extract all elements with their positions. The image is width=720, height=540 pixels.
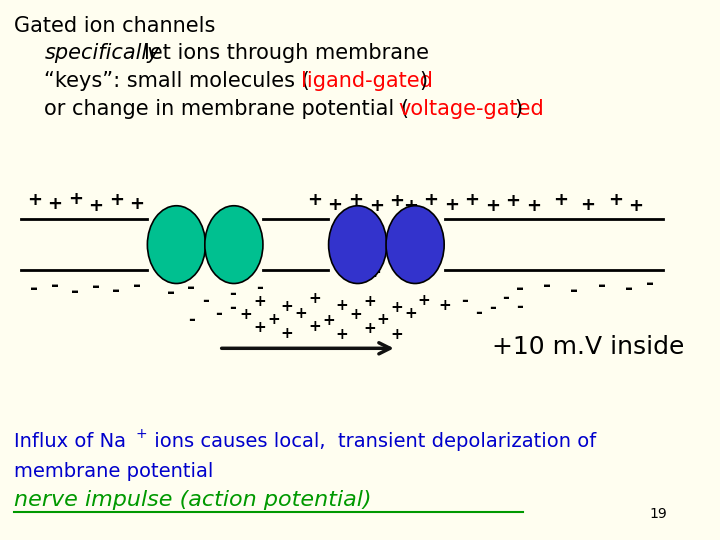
Text: +: + — [363, 321, 376, 336]
Text: -: - — [625, 279, 633, 299]
Text: +: + — [253, 320, 266, 335]
Text: +: + — [629, 197, 644, 215]
Text: ligand-gated: ligand-gated — [301, 71, 433, 91]
Text: -: - — [516, 279, 523, 299]
Text: -: - — [132, 275, 141, 295]
Text: +: + — [390, 327, 403, 342]
Text: -: - — [71, 282, 79, 301]
Text: +: + — [68, 190, 83, 208]
Text: -: - — [215, 305, 222, 323]
Text: -: - — [188, 310, 195, 329]
Text: -: - — [187, 278, 196, 297]
Text: 19: 19 — [649, 507, 667, 521]
Text: -: - — [543, 275, 551, 295]
Text: -: - — [50, 275, 59, 295]
Text: +: + — [89, 197, 103, 215]
Text: +: + — [308, 319, 321, 334]
Text: +: + — [553, 191, 568, 209]
Ellipse shape — [204, 206, 263, 284]
Text: +: + — [336, 298, 348, 313]
Text: +: + — [349, 307, 362, 322]
Text: +: + — [267, 312, 280, 327]
Text: +: + — [377, 312, 390, 327]
Text: -: - — [570, 281, 578, 300]
Ellipse shape — [328, 206, 387, 284]
Text: +: + — [281, 326, 294, 341]
Text: +10 m.V inside: +10 m.V inside — [492, 335, 685, 359]
Text: +: + — [404, 306, 417, 321]
Text: +: + — [438, 298, 451, 313]
Text: membrane potential: membrane potential — [14, 462, 213, 481]
Text: +: + — [485, 197, 500, 215]
Text: +: + — [348, 191, 363, 209]
Text: -: - — [503, 289, 510, 307]
Text: +: + — [389, 192, 404, 210]
Text: +: + — [353, 256, 366, 271]
Text: -: - — [646, 274, 654, 293]
Text: -: - — [229, 285, 236, 303]
Text: “keys”: small molecules (: “keys”: small molecules ( — [45, 71, 310, 91]
Text: +: + — [307, 191, 322, 209]
Text: +: + — [328, 196, 343, 214]
Text: +: + — [363, 294, 376, 309]
Text: Influx of Na: Influx of Na — [14, 432, 126, 451]
Text: +: + — [580, 196, 595, 214]
Text: +: + — [526, 197, 541, 215]
Text: +: + — [402, 197, 418, 215]
Text: +: + — [444, 196, 459, 214]
Text: +: + — [423, 191, 438, 209]
Text: ions causes local,  transient depolarization of: ions causes local, transient depolarizat… — [148, 432, 596, 451]
Text: +: + — [369, 197, 384, 215]
Text: +: + — [322, 313, 335, 328]
Text: +: + — [353, 229, 366, 244]
Text: nerve impulse (action potential): nerve impulse (action potential) — [14, 490, 372, 510]
Ellipse shape — [148, 206, 205, 284]
Text: -: - — [229, 299, 236, 317]
Text: let ions through membrane: let ions through membrane — [143, 43, 428, 63]
Text: +: + — [308, 291, 321, 306]
Text: +: + — [294, 306, 307, 321]
Text: -: - — [91, 276, 100, 296]
Text: -: - — [30, 279, 38, 299]
Text: +: + — [240, 307, 253, 322]
Text: +: + — [390, 300, 403, 315]
Text: +: + — [281, 299, 294, 314]
Text: Gated ion channels: Gated ion channels — [14, 16, 215, 36]
Text: specifically: specifically — [45, 43, 160, 63]
Text: +: + — [418, 293, 431, 308]
Text: +: + — [369, 265, 381, 280]
Ellipse shape — [386, 206, 444, 284]
Text: voltage-gated: voltage-gated — [398, 99, 544, 119]
Text: -: - — [475, 304, 482, 322]
Text: +: + — [505, 192, 521, 210]
Text: -: - — [202, 292, 209, 310]
Text: +: + — [135, 427, 147, 441]
Text: -: - — [489, 299, 496, 317]
Text: +: + — [464, 191, 480, 209]
Text: -: - — [462, 292, 469, 310]
Text: +: + — [336, 327, 348, 342]
Text: +: + — [27, 191, 42, 209]
Text: +: + — [48, 195, 62, 213]
Text: +: + — [109, 191, 124, 209]
Text: -: - — [256, 279, 264, 297]
Text: +: + — [369, 240, 381, 255]
Text: or change in membrane potential (: or change in membrane potential ( — [45, 99, 410, 119]
Text: -: - — [167, 283, 175, 302]
Text: -: - — [598, 275, 606, 295]
Text: ): ) — [514, 99, 523, 119]
Text: -: - — [112, 281, 120, 300]
Text: +: + — [253, 294, 266, 309]
Text: +: + — [608, 191, 623, 209]
Text: ): ) — [419, 71, 428, 91]
Text: +: + — [130, 195, 144, 213]
Text: -: - — [516, 298, 523, 316]
